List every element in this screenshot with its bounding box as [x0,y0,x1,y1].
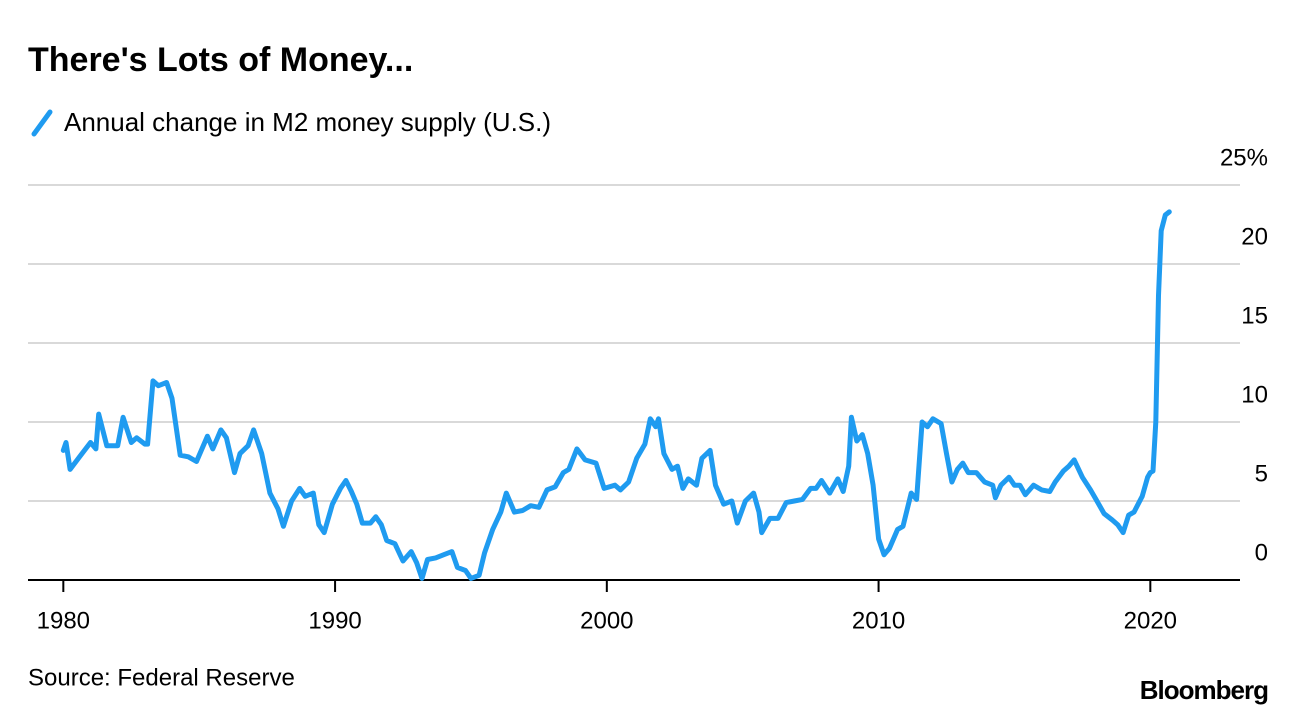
legend-label: Annual change in M2 money supply (U.S.) [64,107,551,137]
x-tick-label: 1980 [37,607,90,634]
x-tick-label: 1990 [308,607,361,634]
data-line [60,209,1172,581]
x-tick-label: 2010 [852,607,905,634]
x-tick-label: 2020 [1124,607,1177,634]
brand: Bloomberg [1140,675,1268,705]
y-tick-label: 25% [1220,144,1268,171]
y-tick-label: 5 [1255,460,1268,487]
chart-title: There's Lots of Money... [28,41,413,79]
x-tick-label: 2000 [580,607,633,634]
source: Source: Federal Reserve [28,664,295,691]
legend-swatch [31,109,53,137]
y-tick-label: 10 [1241,381,1268,408]
y-tick-label: 0 [1255,539,1268,566]
y-tick-label: 15 [1241,302,1268,329]
y-tick-label: 20 [1241,223,1268,250]
